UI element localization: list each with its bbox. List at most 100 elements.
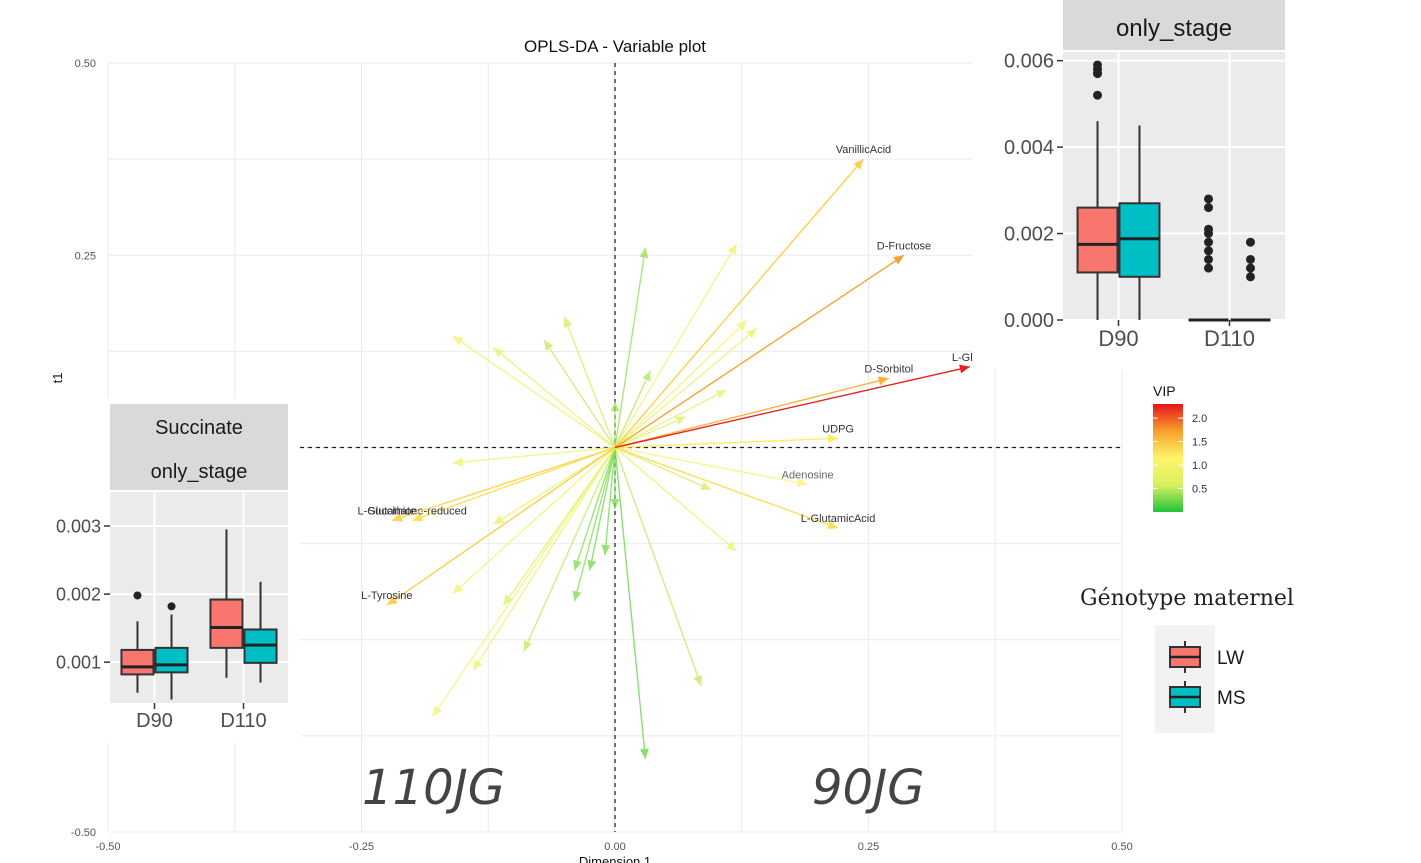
vector-line [614,158,864,448]
vector-line [614,327,758,449]
vector-arrowhead [544,339,554,351]
genotype-legend: LW MS [1155,625,1246,733]
vector-label: Succinate [368,506,416,518]
inset-y-tick-label: 0.006 [1004,51,1054,73]
facet-strip [110,404,288,490]
facet-label: only_stage [1116,15,1232,42]
box-ms-d90 [154,602,189,700]
vector-vanillicacid: VanillicAcid [614,144,891,448]
vector-line [614,389,727,449]
vector [452,446,616,467]
vector-line [614,447,647,760]
vector [452,335,616,449]
vector-arrowhead [674,416,686,425]
vector-line [614,320,748,449]
outlier-point [1204,237,1214,247]
vector-line [588,447,616,571]
vector [587,447,616,571]
vector-line [573,447,616,571]
vector-arrowhead [893,255,904,265]
vector [614,416,687,449]
vector-line [492,446,616,525]
vector [572,447,616,602]
vector-arrowhead [827,520,839,530]
outlier-point [1204,203,1214,213]
outlier-point [1204,194,1214,204]
vector-line [614,446,839,529]
annotation-110jg: 110JG [362,760,505,816]
box-ms-d110 [243,581,278,683]
vector-arrowhead [563,316,573,328]
vector [601,447,616,556]
vector-arrowhead [959,364,970,374]
outlier-point [1245,263,1255,273]
vector [614,447,702,687]
y-tick-label: 0.50 [75,58,96,70]
x-tick-label: 0.50 [1111,841,1132,853]
vector [472,447,616,671]
vector-arrowhead [827,434,839,444]
outlier-point [167,602,176,611]
legend-item-lw: LW [1169,641,1244,673]
vector-d-sorbitol: D-Sorbitol [614,363,913,449]
boxplot-inset-succinate: Succinate only_stage 0.001 0.002 0.003 D90 D11… [0,398,300,743]
inset-x-tick-label: D90 [136,710,173,732]
vector-line [472,447,616,671]
inset-x-tick-label: D110 [220,710,266,732]
vector [563,316,616,448]
vector-line [411,446,616,522]
vector [492,346,616,449]
x-tick-label: -0.50 [95,841,120,853]
outlier-point [1204,246,1214,256]
outlier-point [1245,272,1255,282]
vector [492,446,616,525]
vector-arrowhead [726,541,737,552]
vector-arrowhead [452,583,464,594]
vector-succinate: Succinate [368,446,616,522]
vector-line [614,447,702,687]
vector-group: Adenosine UDPG L-GlutamicAcid L-Glutathione… [357,144,989,760]
vector-line [391,446,616,522]
x-tick-label: 0.00 [604,841,625,853]
vector [614,243,738,448]
vector-line [614,366,971,449]
vector-line [614,377,889,449]
box-ms-d110 [1230,237,1271,322]
vector-line [563,316,616,448]
vector-arrowhead [715,389,727,399]
vector-label: UDPG [822,423,854,435]
y-tick-label: 0.25 [75,250,96,262]
vector-l-glutathione-reduced: L-Glutathione-reduced [357,446,616,522]
vector-line [523,447,616,652]
vector-arrowhead [386,595,398,606]
vector [614,320,748,449]
vip-tick-label: 1.0 [1192,460,1207,472]
vector-arrowhead [700,481,712,490]
x-tick-label: -0.25 [349,841,374,853]
inset-y-tick-label: 0.002 [56,584,101,604]
vector [614,247,649,448]
vector-adenosine: Adenosine [614,446,834,487]
vector-arrowhead [493,347,504,358]
vector-line [604,447,616,556]
vector-line [492,346,616,449]
vector-line [614,370,652,448]
vector-arrowhead [391,513,403,522]
vector-arrowhead [493,515,505,525]
vector-line [452,446,616,464]
vector-arrowhead [452,457,464,467]
vector-line [543,339,616,448]
vip-tick-label: 1.5 [1192,437,1207,449]
vector [614,446,712,491]
box-lw-d90 [1076,60,1119,320]
vector-arrowhead [473,659,483,671]
vector-arrowhead [412,512,424,522]
box-lw-d110 [209,529,244,678]
box-ms-d90 [1118,125,1161,320]
y-tick-label: -0.50 [71,827,96,839]
legend-label: LW [1217,648,1244,669]
vector-line [614,446,738,552]
vector-arrowhead [727,243,737,255]
vector-line [614,416,687,449]
